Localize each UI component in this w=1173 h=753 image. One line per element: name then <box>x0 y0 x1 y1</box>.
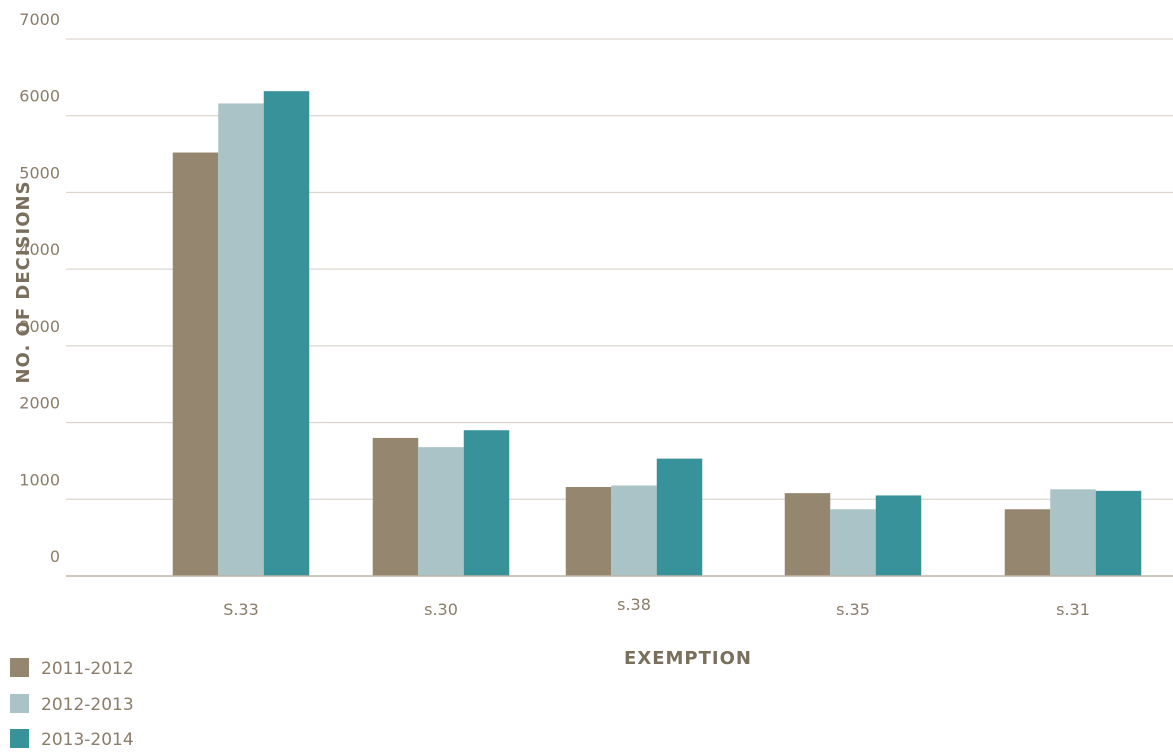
x-axis-ticks: S.33 s.30 s.38 s.35 s.31 <box>223 595 1090 619</box>
bar-s38-2012-2013 <box>611 485 657 576</box>
bar-S33-2012-2013 <box>218 103 264 576</box>
bar-s35-2012-2013 <box>830 509 876 576</box>
bar-s30-2013-2014 <box>463 430 510 576</box>
y-tick-label: 4000 <box>19 240 60 259</box>
y-tick-label: 6000 <box>19 87 60 106</box>
bar-s31-2013-2014 <box>1095 490 1142 576</box>
y-axis-ticks: 0 1000 2000 3000 4000 5000 6000 7000 <box>19 10 60 566</box>
y-axis-title: NO. OF DECISIONS <box>13 180 34 383</box>
bars <box>172 91 1142 576</box>
x-tick-label: s.30 <box>424 600 458 619</box>
y-tick-label: 7000 <box>19 10 60 29</box>
legend-swatch <box>10 729 29 748</box>
y-tick-label: 5000 <box>19 163 60 182</box>
bar-S33-2013-2014 <box>263 91 310 576</box>
x-tick-label: s.35 <box>836 600 870 619</box>
bar-s31-2012-2013 <box>1050 489 1096 576</box>
bar-S33-2011-2012 <box>172 152 219 576</box>
x-axis-title: EXEMPTION <box>624 648 752 669</box>
y-tick-label: 3000 <box>19 317 60 336</box>
bar-s31-2011-2012 <box>1004 509 1051 576</box>
legend-swatch <box>10 658 29 677</box>
bar-s30-2011-2012 <box>372 437 419 576</box>
bar-s35-2011-2012 <box>784 493 831 576</box>
legend-swatch <box>10 694 29 713</box>
bar-s30-2012-2013 <box>418 447 464 576</box>
y-tick-label: 1000 <box>19 470 60 489</box>
bar-s35-2013-2014 <box>875 495 922 576</box>
x-tick-label: S.33 <box>223 600 259 619</box>
y-tick-label: 0 <box>50 547 60 566</box>
bar-s38-2011-2012 <box>565 487 612 576</box>
legend: 2011-2012 2012-2013 2013-2014 <box>10 658 134 750</box>
y-tick-label: 2000 <box>19 394 60 413</box>
legend-label: 2011-2012 <box>41 659 134 679</box>
x-tick-label: s.31 <box>1056 600 1090 619</box>
legend-label: 2013-2014 <box>41 730 134 749</box>
bar-s38-2013-2014 <box>656 458 703 576</box>
legend-label: 2012-2013 <box>41 695 134 715</box>
x-tick-label: s.38 <box>617 595 651 614</box>
